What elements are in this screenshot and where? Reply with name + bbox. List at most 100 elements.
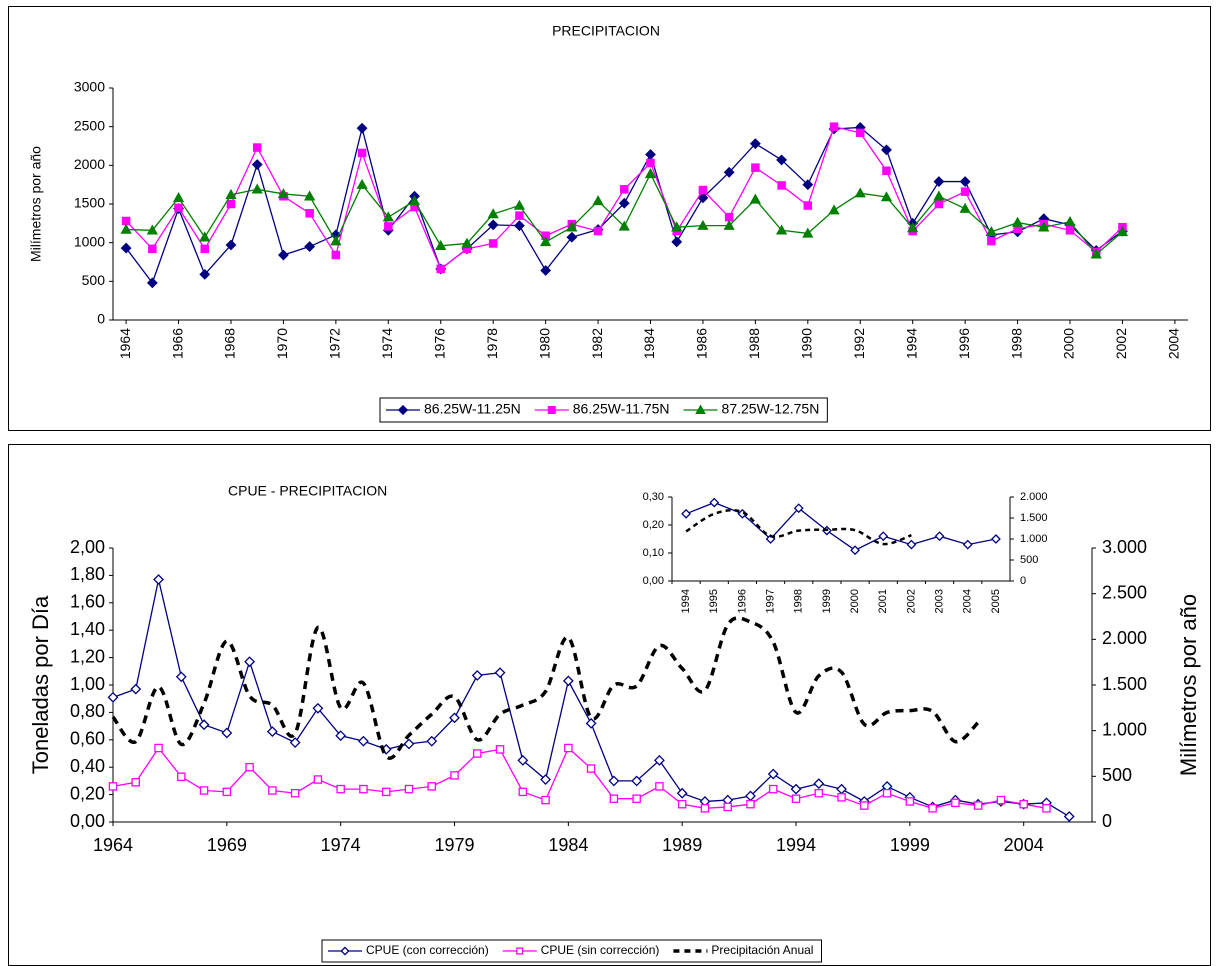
- marker: [487, 208, 499, 219]
- marker: [829, 122, 839, 131]
- x-tick-label: 2004: [1166, 328, 1182, 359]
- marker: [153, 574, 164, 585]
- x-tick-label: 2003: [933, 589, 945, 613]
- marker: [882, 166, 891, 175]
- marker: [244, 656, 256, 668]
- x-tick-label: 1968: [222, 328, 238, 359]
- x-tick-label: 1986: [694, 328, 710, 359]
- marker: [335, 730, 347, 742]
- marker: [586, 764, 596, 773]
- marker: [746, 799, 755, 809]
- marker: [473, 749, 482, 758]
- marker: [700, 804, 710, 813]
- marker: [987, 236, 996, 246]
- marker: [790, 783, 802, 795]
- marker: [1019, 799, 1028, 809]
- marker: [199, 231, 211, 242]
- marker: [723, 802, 732, 812]
- marker: [408, 195, 421, 206]
- marker: [697, 192, 709, 204]
- marker: [148, 244, 157, 254]
- marker: [906, 539, 917, 550]
- marker: [471, 669, 483, 681]
- marker: [225, 188, 237, 199]
- y2-tick-label: 1.500: [1020, 512, 1048, 524]
- marker: [695, 404, 706, 415]
- marker: [856, 128, 865, 138]
- marker: [802, 227, 814, 238]
- y2-tick-label: 0: [1102, 811, 1112, 831]
- y-tick-label: 1,00: [70, 674, 105, 694]
- marker: [426, 735, 438, 747]
- y-tick-label: 1,40: [70, 619, 105, 639]
- marker: [435, 239, 447, 251]
- marker: [814, 788, 824, 798]
- marker: [677, 799, 687, 809]
- y2-tick-label: 500: [1020, 554, 1038, 566]
- marker: [618, 220, 630, 231]
- marker: [723, 166, 735, 178]
- marker: [515, 211, 524, 220]
- x-tick-label: 1974: [379, 328, 395, 359]
- marker: [175, 671, 187, 683]
- marker: [222, 787, 232, 797]
- marker: [397, 404, 409, 416]
- chart-title: PRECIPITACION: [552, 23, 660, 39]
- marker: [749, 193, 761, 204]
- marker: [336, 784, 345, 794]
- marker: [951, 798, 960, 808]
- marker: [381, 787, 391, 797]
- marker: [487, 219, 499, 231]
- x-tick-label: 2002: [905, 589, 917, 613]
- marker: [304, 190, 316, 201]
- marker: [959, 202, 971, 213]
- marker: [304, 241, 316, 252]
- x-tick-label: 1989: [662, 835, 702, 855]
- y-axis-label: Milímetros por año: [28, 146, 44, 262]
- y-tick-label: 0,20: [643, 519, 664, 531]
- marker: [404, 784, 414, 794]
- marker: [593, 226, 603, 236]
- x-tick-label: 1970: [274, 328, 290, 359]
- marker: [562, 675, 574, 687]
- marker: [199, 268, 211, 280]
- marker: [632, 794, 641, 803]
- marker: [305, 209, 314, 218]
- legend-label: CPUE (sin corrección): [541, 943, 660, 957]
- marker: [540, 774, 552, 785]
- marker: [769, 784, 778, 794]
- y2-tick-label: 2.000: [1102, 628, 1147, 648]
- x-tick-label: 2000: [849, 589, 861, 613]
- marker: [517, 754, 529, 766]
- marker: [516, 947, 524, 955]
- y-tick-label: 0,00: [70, 811, 105, 831]
- marker: [1090, 248, 1102, 259]
- marker: [803, 201, 813, 210]
- marker: [655, 782, 664, 791]
- marker: [266, 726, 278, 737]
- marker: [905, 797, 915, 806]
- marker: [518, 787, 528, 797]
- marker: [608, 775, 620, 787]
- y-tick-label: 0,10: [643, 547, 664, 559]
- marker: [427, 782, 436, 791]
- legend-box: [321, 939, 822, 963]
- marker: [251, 183, 263, 194]
- marker: [881, 144, 892, 156]
- y-tick-label: 0,60: [70, 729, 105, 749]
- y2-axis-label: Milímetros por año: [1176, 594, 1201, 776]
- legend-label: 86.25W-11.25N: [424, 401, 521, 417]
- marker: [724, 212, 734, 222]
- marker: [850, 545, 861, 556]
- marker: [268, 786, 277, 795]
- x-tick-label: 2004: [962, 589, 974, 613]
- marker: [880, 191, 893, 202]
- marker: [357, 148, 367, 158]
- marker: [199, 786, 209, 795]
- legend-label: Precipitación Anual: [711, 943, 813, 957]
- marker: [358, 735, 369, 747]
- marker: [723, 219, 735, 230]
- marker: [697, 219, 709, 230]
- marker: [566, 231, 578, 243]
